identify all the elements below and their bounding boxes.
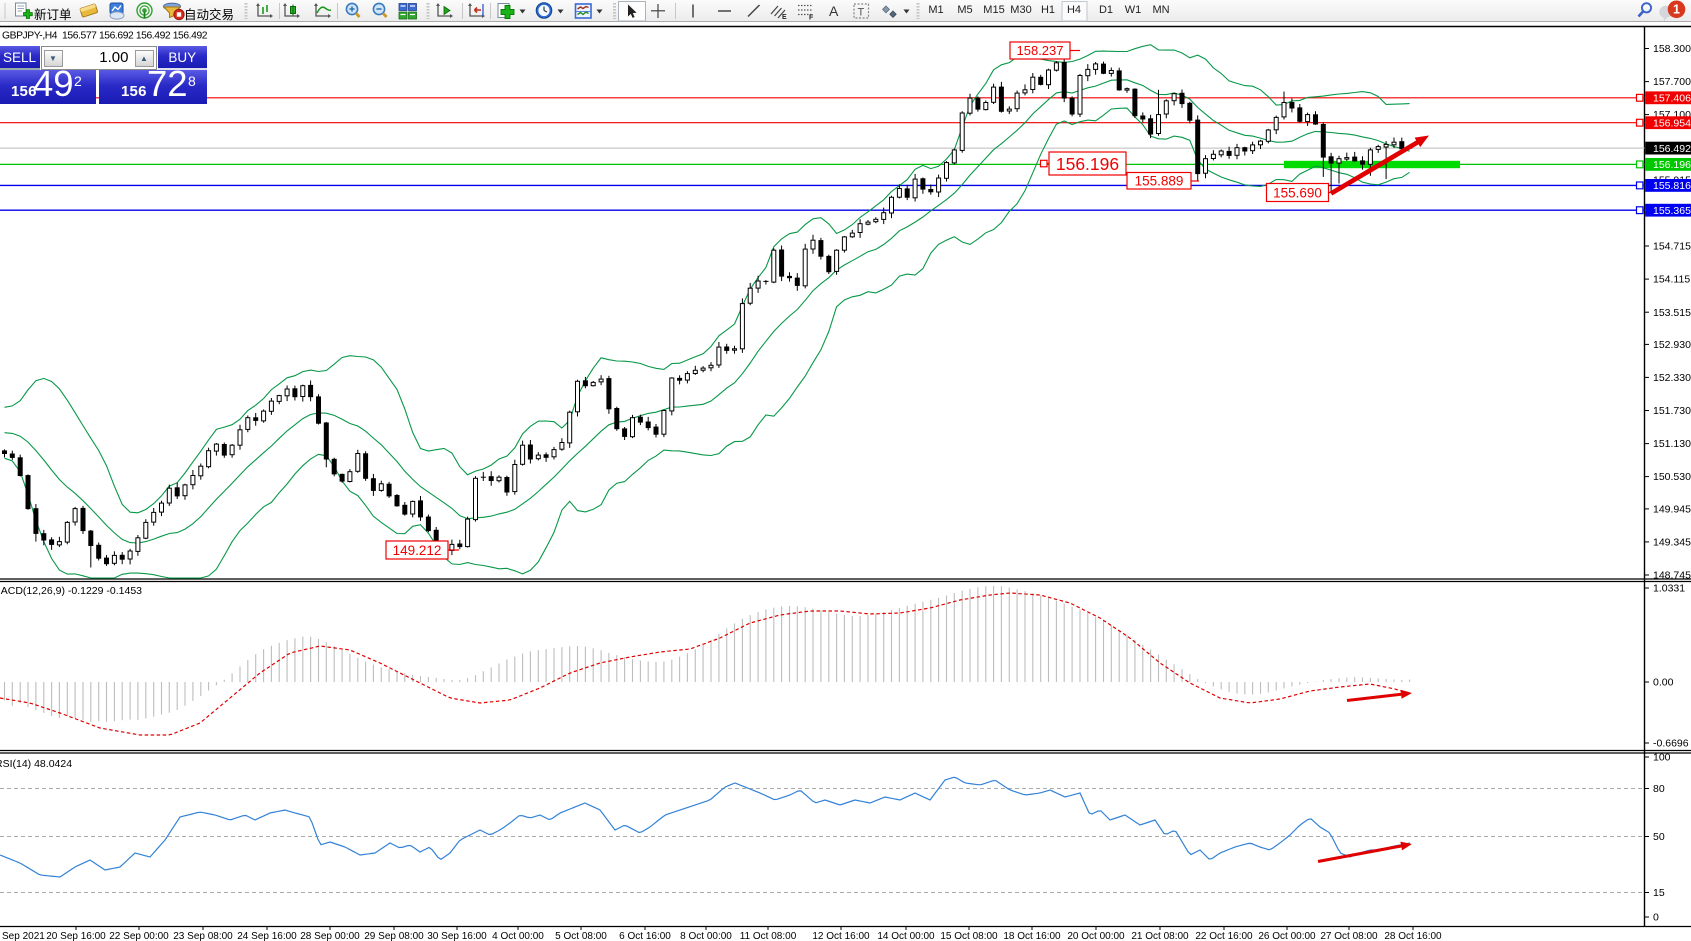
svg-text:50: 50 [1653, 831, 1665, 843]
svg-text:T: T [858, 7, 865, 19]
svg-text:156.196: 156.196 [1653, 159, 1691, 171]
svg-text:0: 0 [1653, 912, 1659, 924]
svg-text:153.515: 153.515 [1653, 307, 1691, 319]
svg-text:20 Oct 00:00: 20 Oct 00:00 [1067, 931, 1125, 941]
svg-text:5 Oct 08:00: 5 Oct 08:00 [555, 931, 607, 941]
svg-text:21 Oct 08:00: 21 Oct 08:00 [1131, 931, 1189, 941]
svg-text:0.00: 0.00 [1653, 677, 1674, 689]
svg-text:151.730: 151.730 [1653, 405, 1691, 417]
svg-text:152.930: 152.930 [1653, 339, 1691, 351]
svg-text:158.237: 158.237 [1017, 43, 1064, 58]
svg-text:RSI(14) 48.0424: RSI(14) 48.0424 [0, 758, 72, 770]
svg-text:29 Sep 08:00: 29 Sep 08:00 [364, 931, 424, 941]
svg-text:157.700: 157.700 [1653, 76, 1691, 88]
svg-text:18 Oct 16:00: 18 Oct 16:00 [1003, 931, 1061, 941]
svg-text:24 Sep 16:00: 24 Sep 16:00 [237, 931, 297, 941]
svg-text:20 Sep 16:00: 20 Sep 16:00 [46, 931, 106, 941]
svg-text:155.816: 155.816 [1653, 180, 1691, 192]
svg-text:152.330: 152.330 [1653, 372, 1691, 384]
svg-text:30 Sep 16:00: 30 Sep 16:00 [427, 931, 487, 941]
svg-text:150.530: 150.530 [1653, 471, 1691, 483]
svg-text:1.0331: 1.0331 [1653, 583, 1685, 595]
svg-text:28 Sep 00:00: 28 Sep 00:00 [300, 931, 360, 941]
svg-text:6 Oct 16:00: 6 Oct 16:00 [619, 931, 671, 941]
svg-text:155.889: 155.889 [1135, 174, 1184, 189]
svg-text:156.492: 156.492 [1653, 143, 1691, 155]
svg-text:MACD(12,26,9) -0.1229 -0.1453: MACD(12,26,9) -0.1229 -0.1453 [0, 585, 142, 597]
svg-text:156.954: 156.954 [1653, 118, 1691, 130]
svg-text:149.345: 149.345 [1653, 537, 1691, 549]
svg-text:151.130: 151.130 [1653, 438, 1691, 450]
svg-text:28 Oct 16:00: 28 Oct 16:00 [1384, 931, 1442, 941]
svg-text:Sep 2021: Sep 2021 [2, 931, 45, 941]
svg-text:22 Oct 16:00: 22 Oct 16:00 [1195, 931, 1253, 941]
svg-text:E: E [782, 14, 787, 21]
svg-text:-0.6696: -0.6696 [1653, 738, 1689, 750]
svg-text:149.945: 149.945 [1653, 504, 1691, 516]
svg-text:26 Oct 00:00: 26 Oct 00:00 [1258, 931, 1316, 941]
svg-text:8 Oct 00:00: 8 Oct 00:00 [680, 931, 732, 941]
svg-text:149.212: 149.212 [393, 543, 442, 558]
svg-text:14 Oct 00:00: 14 Oct 00:00 [877, 931, 935, 941]
svg-text:11 Oct 08:00: 11 Oct 08:00 [740, 931, 797, 941]
svg-text:22 Sep 00:00: 22 Sep 00:00 [109, 931, 169, 941]
svg-text:GBPJPY-,H4 156.577 156.692 15: GBPJPY-,H4 156.577 156.692 156.492 156.4… [2, 31, 208, 42]
svg-text:157.406: 157.406 [1653, 93, 1691, 105]
svg-text:154.715: 154.715 [1653, 241, 1691, 253]
svg-text:4 Oct 00:00: 4 Oct 00:00 [492, 931, 544, 941]
svg-text:156.196: 156.196 [1056, 154, 1119, 174]
svg-text:155.690: 155.690 [1273, 185, 1322, 200]
svg-text:15: 15 [1653, 887, 1665, 899]
svg-text:23 Sep 08:00: 23 Sep 08:00 [173, 931, 233, 941]
svg-text:12 Oct 16:00: 12 Oct 16:00 [812, 931, 870, 941]
svg-text:1: 1 [1673, 3, 1680, 17]
svg-text:80: 80 [1653, 783, 1665, 795]
svg-text:15 Oct 08:00: 15 Oct 08:00 [940, 931, 998, 941]
svg-text:154.115: 154.115 [1653, 274, 1690, 286]
svg-text:155.365: 155.365 [1653, 205, 1691, 217]
svg-text:148.745: 148.745 [1653, 570, 1691, 582]
svg-text:158.300: 158.300 [1653, 43, 1691, 55]
svg-text:F: F [809, 15, 814, 22]
svg-text:27 Oct 08:00: 27 Oct 08:00 [1320, 931, 1378, 941]
svg-text:100: 100 [1653, 752, 1671, 764]
svg-text:A: A [829, 3, 839, 19]
